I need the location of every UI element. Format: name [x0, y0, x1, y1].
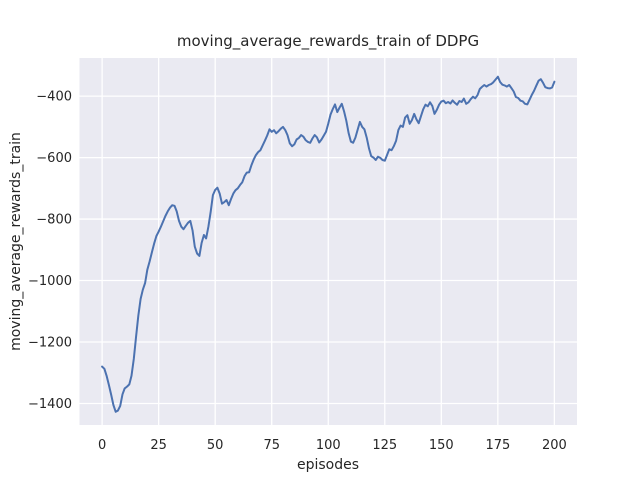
y-tick-label: −1200 — [28, 336, 72, 351]
x-tick-labels: 0 25 50 75 100 125 150 175 200 — [98, 438, 567, 453]
y-tick-label: −400 — [36, 90, 72, 105]
x-tick-label: 150 — [429, 438, 454, 453]
x-tick-label: 175 — [485, 438, 510, 453]
reward-curve — [101, 75, 556, 413]
x-tick-label: 125 — [372, 438, 397, 453]
line-series — [101, 75, 556, 413]
y-tick-labels: −400 −600 −800 −1000 −1200 −1400 — [28, 90, 72, 412]
x-tick-label: 25 — [150, 438, 167, 453]
x-tick-label: 50 — [207, 438, 224, 453]
chart-title: moving_average_rewards_train of DDPG — [177, 32, 479, 51]
y-tick-label: −1400 — [28, 397, 72, 412]
x-tick-label: 0 — [98, 438, 106, 453]
x-tick-label: 200 — [542, 438, 567, 453]
x-tick-label: 100 — [316, 438, 341, 453]
x-tick-label: 75 — [263, 438, 280, 453]
y-axis-label: moving_average_rewards_train — [8, 132, 24, 351]
y-tick-label: −1000 — [28, 274, 72, 289]
y-tick-label: −600 — [36, 151, 72, 166]
y-tick-label: −800 — [36, 213, 72, 228]
x-axis-label: episodes — [297, 457, 359, 473]
gridlines — [79, 58, 577, 425]
